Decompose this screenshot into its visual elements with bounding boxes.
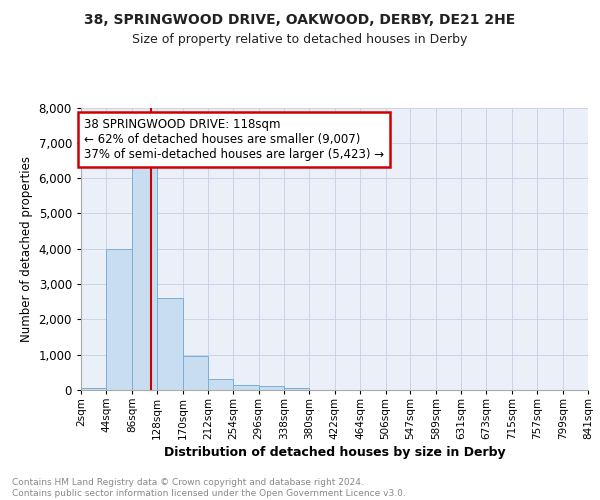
Bar — [233, 384, 259, 390]
Bar — [81, 388, 106, 390]
Text: 38, SPRINGWOOD DRIVE, OAKWOOD, DERBY, DE21 2HE: 38, SPRINGWOOD DRIVE, OAKWOOD, DERBY, DE… — [85, 12, 515, 26]
Text: 38 SPRINGWOOD DRIVE: 118sqm
← 62% of detached houses are smaller (9,007)
37% of : 38 SPRINGWOOD DRIVE: 118sqm ← 62% of det… — [84, 118, 384, 161]
Bar — [284, 388, 310, 390]
Bar — [208, 378, 233, 390]
Y-axis label: Number of detached properties: Number of detached properties — [20, 156, 33, 342]
Bar — [259, 386, 284, 390]
Bar — [106, 248, 132, 390]
Bar — [157, 298, 182, 390]
Bar — [182, 356, 208, 390]
Text: Size of property relative to detached houses in Derby: Size of property relative to detached ho… — [133, 32, 467, 46]
Bar — [132, 157, 157, 390]
Text: Contains HM Land Registry data © Crown copyright and database right 2024.
Contai: Contains HM Land Registry data © Crown c… — [12, 478, 406, 498]
X-axis label: Distribution of detached houses by size in Derby: Distribution of detached houses by size … — [164, 446, 505, 459]
